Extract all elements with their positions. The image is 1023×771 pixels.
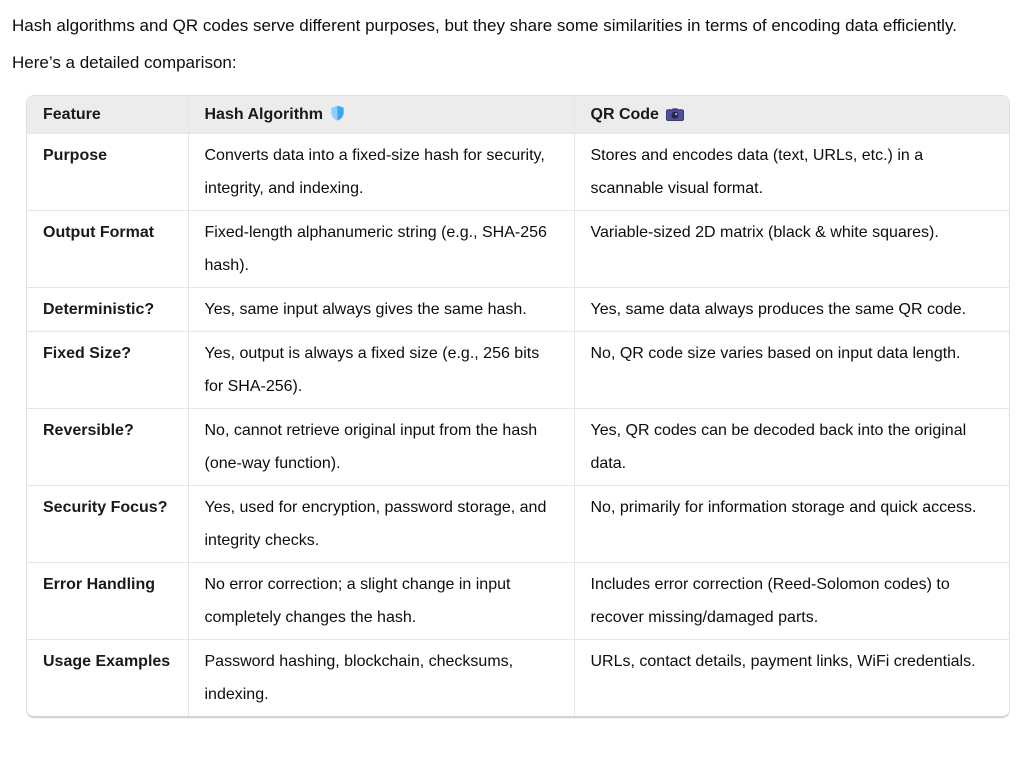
table-row: Deterministic? Yes, same input always gi… <box>27 287 1009 332</box>
qr-cell: No, QR code size varies based on input d… <box>573 331 1009 409</box>
hash-cell: Fixed-length alphanumeric string (e.g., … <box>187 210 574 288</box>
hash-cell: Yes, same input always gives the same ha… <box>187 287 574 332</box>
qr-cell: URLs, contact details, payment links, Wi… <box>573 639 1009 716</box>
feature-cell: Output Format <box>27 210 188 288</box>
qr-cell: Yes, QR codes can be decoded back into t… <box>573 408 1009 486</box>
shield-icon <box>331 105 344 121</box>
table-header-row: Feature Hash Algorithm QR Code <box>27 96 1009 134</box>
qr-cell: Stores and encodes data (text, URLs, etc… <box>573 133 1009 211</box>
table-row: Output Format Fixed-length alphanumeric … <box>27 210 1009 288</box>
hash-cell: Yes, output is always a fixed size (e.g.… <box>187 331 574 409</box>
feature-cell: Deterministic? <box>27 287 188 332</box>
hash-cell: No, cannot retrieve original input from … <box>187 408 574 486</box>
column-header-hash-label: Hash Algorithm <box>204 106 324 123</box>
table-row: Fixed Size? Yes, output is always a fixe… <box>27 331 1009 409</box>
table-row: Error Handling No error correction; a sl… <box>27 562 1009 640</box>
feature-cell: Reversible? <box>27 408 188 486</box>
feature-cell: Fixed Size? <box>27 331 188 409</box>
table-header: Feature Hash Algorithm QR Code <box>27 96 1009 134</box>
column-header-feature-label: Feature <box>43 106 101 123</box>
table-row: Security Focus? Yes, used for encryption… <box>27 485 1009 563</box>
hash-cell: Password hashing, blockchain, checksums,… <box>187 639 574 716</box>
feature-cell: Usage Examples <box>27 639 188 716</box>
table-body: Purpose Converts data into a fixed-size … <box>27 133 1009 716</box>
feature-cell: Error Handling <box>27 562 188 640</box>
camera-icon <box>665 108 684 121</box>
comparison-table: Feature Hash Algorithm QR Code <box>27 96 1009 716</box>
intro-paragraph: Hash algorithms and QR codes serve diffe… <box>12 16 957 72</box>
qr-cell: Yes, same data always produces the same … <box>573 287 1009 332</box>
hash-cell: Converts data into a fixed-size hash for… <box>187 133 574 211</box>
table-row: Reversible? No, cannot retrieve original… <box>27 408 1009 486</box>
table-row: Usage Examples Password hashing, blockch… <box>27 639 1009 716</box>
hash-cell: No error correction; a slight change in … <box>187 562 574 640</box>
feature-cell: Purpose <box>27 133 188 211</box>
qr-cell: No, primarily for information storage an… <box>573 485 1009 563</box>
qr-cell: Variable-sized 2D matrix (black & white … <box>573 210 1009 288</box>
hash-cell: Yes, used for encryption, password stora… <box>187 485 574 563</box>
chat-message: Hash algorithms and QR codes serve diffe… <box>12 16 1010 718</box>
feature-cell: Security Focus? <box>27 485 188 563</box>
qr-cell: Includes error correction (Reed-Solomon … <box>573 562 1009 640</box>
column-header-hash-algorithm: Hash Algorithm <box>187 96 574 134</box>
column-header-feature: Feature <box>27 96 188 134</box>
comparison-table-container: Feature Hash Algorithm QR Code <box>26 95 1010 718</box>
column-header-qr-code: QR Code <box>573 96 1009 134</box>
table-row: Purpose Converts data into a fixed-size … <box>27 133 1009 211</box>
column-header-qr-label: QR Code <box>590 106 659 123</box>
